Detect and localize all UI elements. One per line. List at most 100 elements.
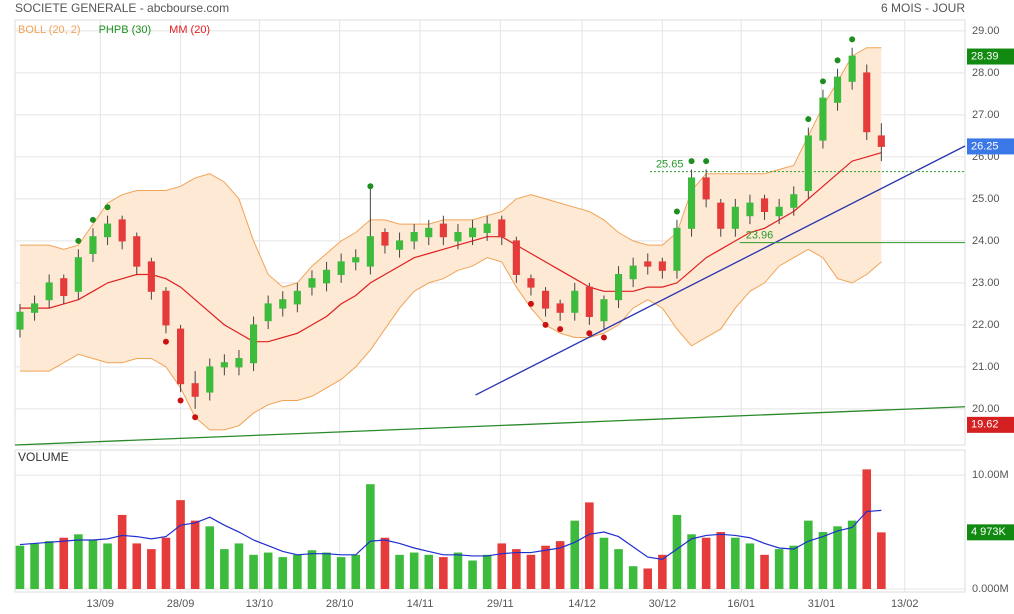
volume-bar	[701, 537, 711, 589]
y-tick-label: 0.000M	[972, 583, 1009, 595]
candle-body	[176, 328, 185, 385]
volume-title: VOLUME	[18, 450, 69, 464]
volume-bar	[453, 552, 463, 589]
volume-bar	[278, 557, 288, 589]
candle-body	[16, 311, 24, 330]
candle-body	[863, 72, 871, 133]
candle-body	[804, 135, 812, 192]
volume-bar	[147, 549, 156, 589]
volume-bar	[59, 537, 69, 589]
volume-bar	[395, 554, 404, 589]
x-tick-label: 28/10	[326, 598, 354, 610]
moving-average	[19, 152, 882, 343]
volume-bar	[161, 537, 171, 589]
candle-body	[30, 303, 39, 313]
volume-bar	[745, 543, 755, 589]
candle-body	[585, 286, 593, 317]
volume-bar	[439, 557, 448, 589]
candle-body	[687, 177, 696, 229]
volume-bar	[512, 549, 521, 589]
candle-body	[366, 236, 374, 267]
candle-body	[322, 269, 331, 284]
candle-body	[337, 261, 345, 275]
volume-bar	[804, 520, 813, 589]
y-tick-label: 20.00	[972, 403, 1000, 415]
candle-body	[162, 290, 170, 326]
candle-body	[293, 290, 301, 305]
volume-bar	[74, 534, 83, 589]
volume-bar	[351, 554, 361, 589]
volume-bar	[672, 514, 682, 589]
legend-entry: MM (20)	[169, 24, 210, 36]
candle-body	[147, 261, 155, 292]
volume-bar	[190, 520, 200, 589]
candle-body	[556, 303, 564, 313]
phpb-dot	[834, 57, 841, 64]
volume-bar	[614, 549, 623, 589]
bollinger-fill	[19, 47, 882, 430]
volume-bar	[176, 500, 185, 589]
volume-bar	[468, 560, 477, 589]
candle-body	[45, 282, 53, 301]
period: 6 MOIS - JOUR	[881, 1, 965, 15]
candle-body	[249, 324, 258, 364]
candle-body	[395, 240, 404, 250]
candle-body	[235, 357, 243, 368]
candle-body	[658, 261, 666, 271]
candle-body	[89, 236, 97, 254]
volume-bar	[234, 543, 244, 589]
volume-bar	[774, 549, 784, 589]
x-tick-label: 30/12	[649, 598, 677, 610]
candle-body	[454, 232, 462, 242]
bollinger-upper	[19, 47, 882, 288]
volume-bar	[599, 537, 609, 589]
level-label: 23.96	[746, 229, 774, 241]
volume-bar	[205, 526, 215, 589]
volume-bar	[307, 550, 317, 589]
phpb-dot	[688, 158, 695, 165]
candle-body	[206, 366, 214, 393]
legend-entry: BOLL (20, 2)	[18, 24, 81, 36]
phpb-dot	[89, 216, 96, 223]
x-tick-label: 16/01	[727, 598, 755, 610]
y-tick-label: 24.00	[972, 235, 1000, 247]
volume-bar	[833, 526, 842, 589]
candle-body	[614, 273, 623, 301]
volume-bar	[322, 552, 331, 589]
phpb-dot	[527, 300, 534, 307]
phpb-dot	[586, 330, 593, 337]
candle-body	[629, 265, 637, 280]
volume-bar	[643, 568, 653, 589]
candle-body	[731, 206, 739, 229]
candle-body	[352, 257, 360, 263]
candle-body	[790, 194, 798, 208]
volume-bar	[760, 554, 769, 589]
candle-body	[673, 227, 681, 271]
volume-bar	[88, 540, 98, 589]
candle-body	[702, 177, 710, 200]
last-value-label: 28.39	[971, 50, 999, 62]
x-tick-label: 31/01	[808, 598, 836, 610]
volume-bar	[482, 554, 492, 589]
y-tick-label: 28.00	[972, 67, 1000, 79]
candle-body	[220, 362, 228, 368]
volume-bar	[628, 566, 638, 589]
phpb-dot	[192, 414, 199, 421]
last-value-box	[967, 416, 1014, 433]
candle-body	[308, 278, 316, 288]
volume-bar	[15, 545, 25, 589]
last-value-label: 4 973K	[971, 526, 1007, 538]
volume-bar	[424, 554, 434, 589]
volume-bar	[30, 543, 39, 589]
x-tick-label: 29/11	[487, 598, 514, 610]
price-panel	[14, 19, 966, 446]
candle-body	[191, 383, 199, 397]
volume-average	[19, 509, 882, 561]
phpb-dot	[849, 36, 856, 43]
last-value-label: 19.62	[971, 419, 999, 431]
last-value-box	[967, 138, 1014, 155]
phpb-dot	[557, 326, 564, 333]
volume-bar	[44, 541, 54, 589]
x-tick-label: 28/09	[167, 598, 195, 610]
volume-bar	[585, 502, 594, 589]
